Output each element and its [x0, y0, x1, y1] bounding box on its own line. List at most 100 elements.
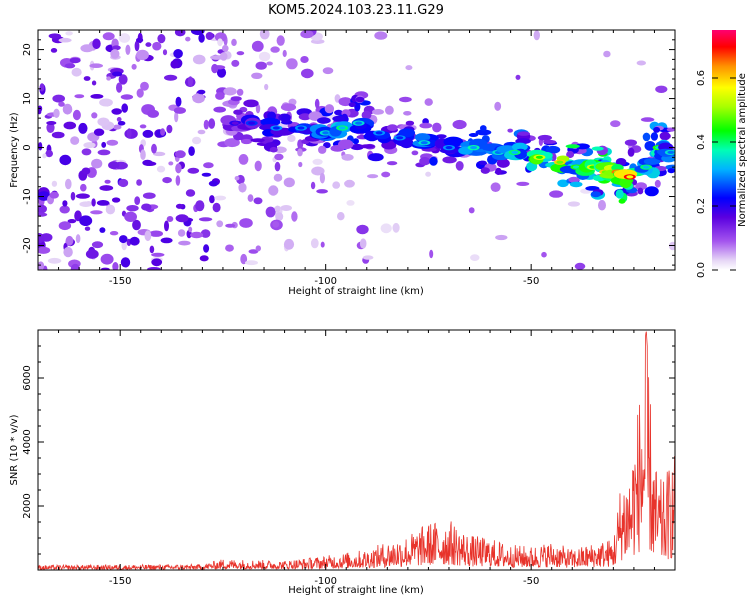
heatmap-cell: [546, 145, 561, 154]
heatmap-cell: [142, 192, 156, 199]
heatmap-cell: [322, 131, 330, 135]
heatmap-cell: [298, 161, 303, 168]
heatmap-cell: [255, 103, 261, 114]
heatmap-cell: [166, 124, 173, 134]
heatmap-cell: [283, 177, 295, 188]
heatmap-cell: [479, 160, 487, 165]
heatmap-cell: [118, 33, 131, 43]
heatmap-cell: [51, 180, 58, 187]
heatmap-cell: [185, 36, 191, 42]
heatmap-cell: [399, 137, 414, 149]
heatmap-cell: [312, 158, 323, 165]
heatmap-cell: [38, 233, 45, 244]
heatmap-y-ticks: -20 -10 0 10 20: [22, 29, 675, 266]
heatmap-cell: [568, 176, 580, 183]
heatmap-cell: [495, 234, 508, 241]
heatmap-cell: [251, 72, 263, 80]
heatmap-cell: [142, 159, 153, 166]
heatmap-cell: [300, 56, 309, 63]
heatmap-cell: [38, 261, 45, 270]
heatmap-cell: [39, 83, 45, 92]
heatmap-cell: [298, 113, 312, 121]
heatmap-cell: [567, 201, 581, 207]
heatmap-cell: [134, 196, 141, 206]
heatmap-cell: [640, 117, 655, 122]
heatmap-cell: [435, 134, 447, 139]
heatmap-cell: [557, 179, 569, 188]
heatmap-cell: [50, 48, 58, 53]
heatmap-cell: [174, 30, 186, 37]
heatmap-cell: [99, 98, 113, 107]
heatmap-cell: [224, 138, 240, 148]
heatmap-cell: [355, 96, 365, 103]
heatmap-cell: [125, 44, 131, 55]
heatmap-cell: [136, 88, 144, 98]
heatmap-cell: [297, 148, 303, 157]
heatmap-cell: [225, 223, 236, 228]
heatmap-cell: [248, 121, 256, 125]
heatmap-cell: [38, 246, 51, 254]
snr-y-ticks: 2000 4000 6000: [22, 329, 675, 555]
heatmap-cell: [352, 138, 359, 145]
heatmap-cell: [443, 136, 464, 147]
heatmap-cell: [432, 122, 442, 133]
heatmap-cell: [380, 223, 392, 234]
heatmap-cell: [535, 155, 543, 159]
heatmap-cell: [70, 263, 80, 270]
heatmap-cell: [507, 128, 513, 133]
x-tick-label: -100: [314, 276, 337, 287]
heatmap-cell: [644, 141, 656, 151]
heatmap-cell: [317, 117, 331, 124]
heatmap-cell: [59, 154, 72, 166]
heatmap-cell: [69, 57, 81, 64]
heatmap-cell: [283, 238, 295, 250]
heatmap-cell: [112, 45, 121, 51]
heatmap-cell: [338, 139, 354, 150]
heatmap-cell: [254, 160, 262, 172]
heatmap-cell: [231, 121, 239, 125]
heatmap-cell: [537, 134, 553, 141]
heatmap-cell: [81, 167, 91, 175]
heatmap-cell: [67, 219, 77, 224]
heatmap-cell: [198, 33, 205, 43]
heatmap-cell: [216, 67, 227, 78]
heatmap-cell: [63, 246, 73, 258]
heatmap-cell: [79, 215, 93, 226]
heatmap-cell: [549, 190, 564, 198]
heatmap-cell: [344, 179, 355, 188]
heatmap-cell: [151, 252, 165, 257]
heatmap-cell: [300, 30, 314, 39]
heatmap-cell: [253, 197, 263, 205]
heatmap-cell: [151, 258, 163, 267]
snr-series-line: [38, 331, 675, 570]
heatmap-cell: [368, 153, 384, 162]
heatmap-cell: [81, 148, 92, 156]
heatmap-cell: [533, 30, 540, 41]
heatmap-cell: [515, 74, 521, 80]
heatmap-cell: [74, 94, 85, 99]
heatmap-cell: [175, 163, 182, 174]
heatmap-cell: [117, 121, 126, 126]
heatmap-cell: [96, 200, 110, 206]
heatmap-cell: [480, 167, 490, 174]
heatmap-cell: [99, 227, 106, 233]
heatmap-cell: [192, 136, 202, 145]
heatmap-cell: [429, 249, 434, 259]
snr-x-axis-label: Height of straight line (km): [288, 585, 424, 596]
heatmap-cell: [385, 105, 394, 115]
heatmap-cell: [91, 158, 103, 169]
heatmap-cell: [46, 121, 57, 125]
heatmap-cell: [112, 124, 122, 130]
heatmap-cell: [175, 150, 186, 159]
heatmap-cell: [131, 63, 137, 70]
y-tick-label: 10: [22, 92, 33, 105]
y-tick-label: 0: [22, 144, 33, 150]
heatmap-cell: [63, 121, 77, 130]
heatmap-cell: [291, 211, 298, 222]
x-tick-label: -50: [523, 576, 539, 587]
heatmap-cell: [160, 128, 166, 136]
heatmap-cell: [314, 98, 320, 109]
heatmap-cell: [236, 88, 244, 96]
heatmap-cell: [83, 76, 91, 81]
heatmap-cell: [101, 141, 107, 148]
